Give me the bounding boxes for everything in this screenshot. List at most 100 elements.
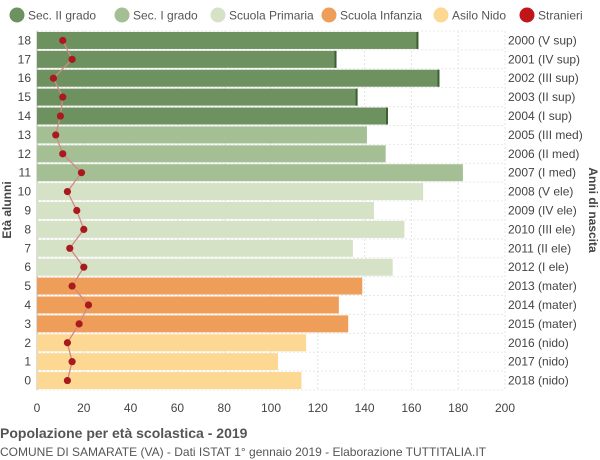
age-label-12: 12 xyxy=(18,147,32,161)
bar-end-age-17 xyxy=(334,50,337,68)
legend-marker-6 xyxy=(519,7,535,23)
age-label-0: 0 xyxy=(24,374,31,388)
legend-marker-4 xyxy=(321,7,337,23)
legend-label-6: Stranieri xyxy=(538,9,583,23)
bar-age-2 xyxy=(37,334,307,352)
stranieri-point-age-9 xyxy=(73,206,81,215)
birth-label-14: 2004 (I sup) xyxy=(508,109,572,123)
bar-age-11 xyxy=(37,164,463,182)
bar-age-18 xyxy=(37,31,419,49)
bars xyxy=(37,31,463,390)
age-label-1: 1 xyxy=(24,355,31,369)
birth-label-12: 2006 (II med) xyxy=(508,147,579,161)
age-label-6: 6 xyxy=(24,260,31,274)
stranieri-point-age-16 xyxy=(49,74,57,82)
bar-age-10 xyxy=(37,183,424,201)
legend-label-2: Sec. I grado xyxy=(133,9,198,23)
x-tick-40: 40 xyxy=(124,401,138,415)
legend-marker-3 xyxy=(210,7,226,23)
legend-marker-2 xyxy=(114,7,130,23)
bar-age-8 xyxy=(37,220,405,238)
bar-age-9 xyxy=(37,202,374,219)
legend-label-1: Sec. II grado xyxy=(28,9,96,23)
birth-label-11: 2007 (I med) xyxy=(508,166,576,180)
age-label-9: 9 xyxy=(24,204,31,218)
stranieri-series xyxy=(49,36,93,385)
bar-age-12 xyxy=(37,145,386,163)
bar-age-15 xyxy=(37,88,358,106)
x-tick-80: 80 xyxy=(218,401,232,415)
bar-age-17 xyxy=(37,50,337,68)
bar-age-3 xyxy=(37,315,349,333)
legend-label-4: Scuola Infanzia xyxy=(340,9,422,23)
x-tick-180: 180 xyxy=(448,401,468,415)
x-tick-labels: 0 20 40 60 80 100 120 140 160 180 200 xyxy=(34,401,516,415)
stranieri-point-age-12 xyxy=(59,150,67,158)
age-label-8: 8 xyxy=(24,222,31,236)
stranieri-point-age-15 xyxy=(59,93,67,101)
bar-end-age-18 xyxy=(416,31,419,49)
stranieri-point-age-13 xyxy=(52,131,60,139)
age-label-5: 5 xyxy=(24,279,31,293)
birth-label-4: 2014 (mater) xyxy=(508,298,577,312)
birth-label-0: 2018 (nido) xyxy=(508,374,569,388)
y-axis-title-right: Anni di nascita xyxy=(586,167,600,253)
x-tick-200: 200 xyxy=(495,401,515,415)
bar-age-7 xyxy=(37,239,353,257)
bar-age-16 xyxy=(37,69,440,87)
bar-age-5 xyxy=(37,277,363,295)
bar-end-age-16 xyxy=(437,69,440,87)
bar-age-6 xyxy=(37,258,393,276)
stranieri-point-age-14 xyxy=(56,112,64,120)
age-label-11: 11 xyxy=(19,166,32,180)
x-tick-60: 60 xyxy=(171,401,185,415)
chart-title: Popolazione per età scolastica - 2019 xyxy=(0,425,248,441)
birth-label-1: 2017 (nido) xyxy=(508,355,569,369)
legend-marker-5 xyxy=(433,7,449,23)
birth-label-5: 2013 (mater) xyxy=(508,279,577,293)
birth-label-18: 2000 (V sup) xyxy=(508,33,577,47)
x-tick-100: 100 xyxy=(261,401,281,415)
age-label-2: 2 xyxy=(24,336,31,350)
legend: Sec. II grado Sec. I grado Scuola Primaria… xyxy=(9,7,583,23)
birth-label-10: 2008 (V ele) xyxy=(508,185,573,199)
age-label-7: 7 xyxy=(24,241,31,255)
age-label-3: 3 xyxy=(24,317,31,331)
birth-label-13: 2005 (III med) xyxy=(508,128,583,142)
x-tick-20: 20 xyxy=(77,401,91,415)
birth-label-3: 2015 (mater) xyxy=(508,317,577,331)
age-label-16: 16 xyxy=(18,71,32,85)
legend-label-3: Scuola Primaria xyxy=(229,9,314,23)
birth-label-7: 2011 (II ele) xyxy=(508,241,571,255)
x-tick-120: 120 xyxy=(308,401,328,415)
age-label-15: 15 xyxy=(18,90,32,104)
bar-end-age-15 xyxy=(355,88,358,106)
bar-age-14 xyxy=(37,107,388,125)
grid xyxy=(36,30,506,391)
x-tick-0: 0 xyxy=(34,401,41,415)
x-tick-160: 160 xyxy=(401,401,421,415)
bar-age-4 xyxy=(37,296,339,314)
stranieri-point-age-10 xyxy=(63,188,72,196)
birth-label-6: 2012 (I ele) xyxy=(508,260,569,274)
stranieri-point-age-8 xyxy=(80,225,88,233)
chart-subtitle: COMUNE DI SAMARATE (VA) - Dati ISTAT 1° … xyxy=(0,445,487,459)
birth-label-15: 2003 (II sup) xyxy=(508,90,575,104)
x-tick-140: 140 xyxy=(355,401,375,415)
birth-label-16: 2002 (III sup) xyxy=(508,71,579,85)
stranieri-point-age-1 xyxy=(68,358,76,366)
stranieri-point-age-2 xyxy=(63,339,72,347)
age-label-10: 10 xyxy=(18,185,32,199)
legend-marker-1 xyxy=(9,7,25,23)
stranieri-point-age-0 xyxy=(63,376,72,385)
stranieri-point-age-4 xyxy=(84,301,93,309)
bar-age-13 xyxy=(37,126,367,144)
stranieri-point-age-5 xyxy=(68,282,76,290)
stranieri-point-age-6 xyxy=(80,263,88,271)
stranieri-point-age-18 xyxy=(59,36,67,45)
stranieri-point-age-11 xyxy=(77,169,86,177)
bar-age-0 xyxy=(37,372,302,390)
stranieri-point-age-17 xyxy=(68,55,76,63)
